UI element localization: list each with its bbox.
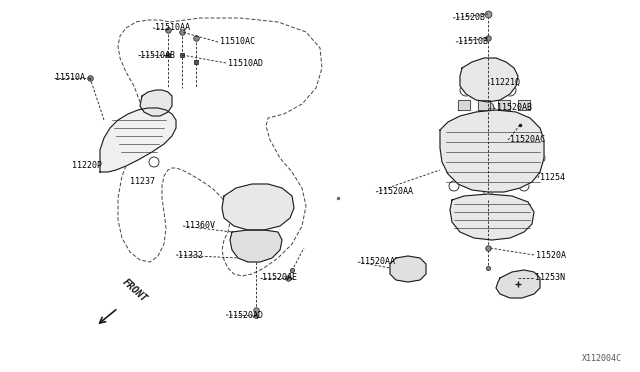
- Text: 11520AC: 11520AC: [510, 135, 545, 144]
- Polygon shape: [518, 100, 530, 110]
- Text: 11520AD: 11520AD: [228, 311, 263, 320]
- Polygon shape: [100, 108, 176, 172]
- Ellipse shape: [400, 262, 416, 278]
- Polygon shape: [390, 256, 426, 282]
- Ellipse shape: [510, 276, 526, 292]
- Ellipse shape: [535, 153, 545, 163]
- Text: 11510AD: 11510AD: [228, 58, 263, 67]
- Text: FRONT: FRONT: [120, 277, 148, 304]
- Ellipse shape: [248, 238, 264, 254]
- Text: 11360V: 11360V: [185, 221, 215, 231]
- Text: 11510A: 11510A: [55, 74, 85, 83]
- Text: 11237: 11237: [130, 177, 155, 186]
- Polygon shape: [496, 270, 540, 298]
- Polygon shape: [222, 184, 294, 230]
- Ellipse shape: [516, 121, 524, 129]
- Text: 11510AB: 11510AB: [140, 51, 175, 60]
- Text: 11220P: 11220P: [72, 160, 102, 170]
- Text: 11510B: 11510B: [458, 38, 488, 46]
- Text: 11520A: 11520A: [536, 250, 566, 260]
- Ellipse shape: [482, 102, 494, 114]
- Text: 11520AA: 11520AA: [378, 187, 413, 196]
- Text: 11221Q: 11221Q: [490, 77, 520, 87]
- Polygon shape: [440, 110, 544, 192]
- Text: X112004C: X112004C: [582, 354, 622, 363]
- Ellipse shape: [460, 84, 472, 96]
- Polygon shape: [450, 194, 534, 240]
- Ellipse shape: [449, 181, 459, 191]
- Text: 11332: 11332: [178, 250, 203, 260]
- Ellipse shape: [240, 189, 276, 225]
- Ellipse shape: [113, 153, 123, 163]
- Polygon shape: [140, 90, 172, 116]
- Text: 11510AA: 11510AA: [155, 23, 190, 32]
- Ellipse shape: [483, 185, 493, 195]
- Text: 11520AA: 11520AA: [360, 257, 395, 266]
- Ellipse shape: [250, 199, 266, 215]
- Text: 11254: 11254: [540, 173, 565, 183]
- Polygon shape: [458, 100, 470, 110]
- Ellipse shape: [149, 157, 159, 167]
- Polygon shape: [478, 100, 490, 110]
- Polygon shape: [230, 230, 282, 262]
- Ellipse shape: [519, 181, 529, 191]
- Ellipse shape: [504, 84, 516, 96]
- Ellipse shape: [478, 70, 498, 90]
- Text: 11520AB: 11520AB: [497, 103, 532, 112]
- Polygon shape: [460, 58, 518, 102]
- Text: 11520B: 11520B: [455, 13, 485, 22]
- Text: 11510AC: 11510AC: [220, 38, 255, 46]
- Ellipse shape: [148, 95, 164, 111]
- Polygon shape: [498, 100, 510, 110]
- Text: 11253N: 11253N: [535, 273, 565, 282]
- Text: 11520AE: 11520AE: [262, 273, 297, 282]
